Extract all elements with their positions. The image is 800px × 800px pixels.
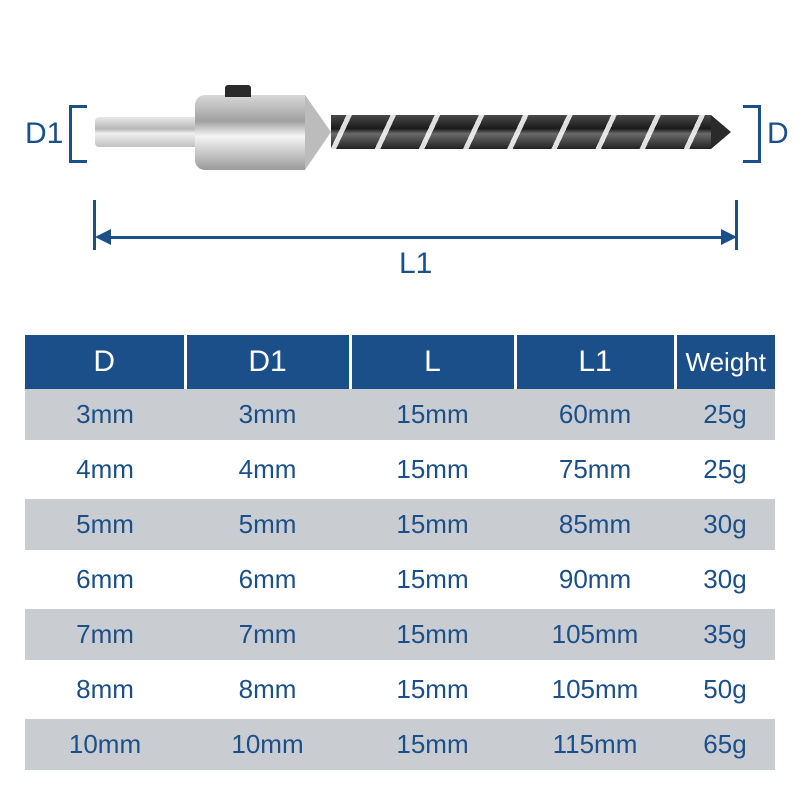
table-cell: 65g [675, 717, 775, 772]
col-header-l1: L1 [515, 335, 675, 389]
drill-diagram: D1 D L L1 [25, 25, 775, 305]
table-row: 4mm4mm15mm75mm25g [25, 442, 775, 497]
table-cell: 15mm [350, 662, 515, 717]
dim-bracket-d1 [69, 105, 87, 163]
table-cell: 105mm [515, 607, 675, 662]
table-row: 5mm5mm15mm85mm30g [25, 497, 775, 552]
col-header-d: D [25, 335, 185, 389]
table-cell: 90mm [515, 552, 675, 607]
drill-shank [95, 117, 205, 147]
table-cell: 75mm [515, 442, 675, 497]
table-body: 3mm3mm15mm60mm25g4mm4mm15mm75mm25g5mm5mm… [25, 389, 775, 772]
table-row: 6mm6mm15mm90mm30g [25, 552, 775, 607]
spec-table: D D1 L L1 Weight 3mm3mm15mm60mm25g4mm4mm… [25, 335, 775, 774]
dim-bracket-d [743, 105, 761, 163]
table-cell: 50g [675, 662, 775, 717]
table-cell: 15mm [350, 442, 515, 497]
table-cell: 4mm [185, 442, 350, 497]
l1-line [109, 236, 721, 239]
table-cell: 15mm [350, 389, 515, 442]
drill-tip [711, 115, 731, 149]
table-cell: 15mm [350, 552, 515, 607]
table-cell: 15mm [350, 607, 515, 662]
table-cell: 6mm [25, 552, 185, 607]
dim-label-d1: D1 [25, 117, 63, 151]
dim-label-d: D [767, 117, 789, 151]
table-cell: 105mm [515, 662, 675, 717]
table-cell: 3mm [185, 389, 350, 442]
table-cell: 15mm [350, 717, 515, 772]
table-cell: 10mm [185, 717, 350, 772]
table-row: 3mm3mm15mm60mm25g [25, 389, 775, 442]
table-cell: 25g [675, 389, 775, 442]
table-cell: 5mm [25, 497, 185, 552]
col-header-d1: D1 [185, 335, 350, 389]
table-cell: 115mm [515, 717, 675, 772]
table-cell: 85mm [515, 497, 675, 552]
col-header-weight: Weight [675, 335, 775, 389]
table-cell: 35g [675, 607, 775, 662]
table-cell: 30g [675, 497, 775, 552]
table-cell: 8mm [25, 662, 185, 717]
drill-bit-illustration [95, 85, 735, 180]
table-cell: 30g [675, 552, 775, 607]
table-cell: 60mm [515, 389, 675, 442]
table-cell: 6mm [185, 552, 350, 607]
table-row: 7mm7mm15mm105mm35g [25, 607, 775, 662]
table-cell: 7mm [185, 607, 350, 662]
drill-collar [195, 95, 305, 170]
table-row: 10mm10mm15mm115mm65g [25, 717, 775, 772]
table-cell: 3mm [25, 389, 185, 442]
table-row: 8mm8mm15mm105mm50g [25, 662, 775, 717]
table-cell: 25g [675, 442, 775, 497]
drill-flute [331, 115, 711, 149]
table-header-row: D D1 L L1 Weight [25, 335, 775, 389]
table-cell: 8mm [185, 662, 350, 717]
drill-setscrew [225, 85, 251, 97]
table-cell: 10mm [25, 717, 185, 772]
table-cell: 15mm [350, 497, 515, 552]
table-cell: 4mm [25, 442, 185, 497]
l1-arrow-right [721, 229, 737, 245]
table-cell: 7mm [25, 607, 185, 662]
table-cell: 5mm [185, 497, 350, 552]
dim-label-l1: L1 [399, 247, 432, 281]
col-header-l: L [350, 335, 515, 389]
